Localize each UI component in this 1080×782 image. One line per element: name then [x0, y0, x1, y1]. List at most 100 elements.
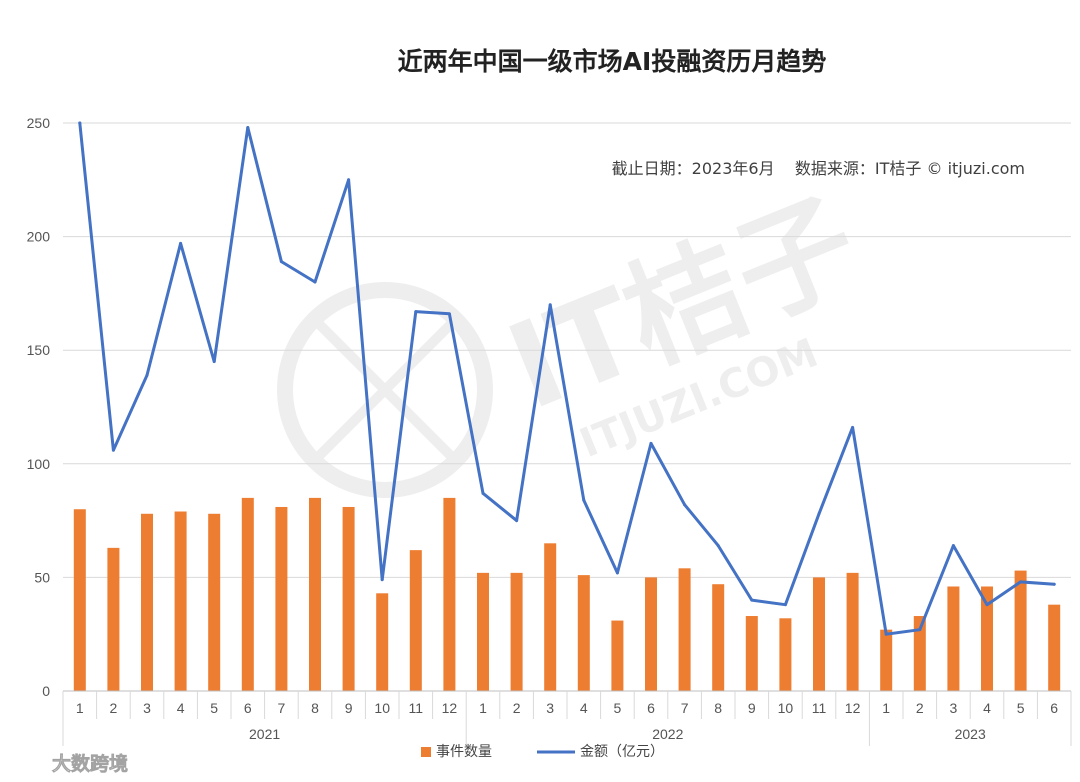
y-tick-label: 150 — [27, 342, 51, 358]
x-tick-label: 4 — [983, 700, 991, 716]
brand-badge: 大数跨境 — [7, 751, 128, 775]
line-point — [447, 312, 451, 316]
y-axis: 0 50 100 150 200 250 — [27, 115, 51, 699]
bar — [477, 572, 489, 691]
y-tick-label: 250 — [27, 115, 51, 131]
bar — [342, 506, 355, 691]
x-tick-label: 12 — [845, 700, 861, 716]
bar — [779, 618, 792, 691]
year-label: 2021 — [249, 726, 280, 742]
bar — [510, 572, 523, 691]
x-tick-label: 6 — [1050, 700, 1058, 716]
line-point — [615, 571, 619, 575]
y-tick-label: 100 — [27, 456, 51, 472]
line-point — [179, 241, 183, 245]
x-tick-label: 11 — [812, 700, 827, 716]
line-point — [716, 544, 720, 548]
bar — [678, 568, 691, 691]
bar — [846, 572, 859, 691]
x-axis: 1 2 3 4 5 6 7 8 9 10 11 12 1 2 3 4 5 6 7 8 9 10 11 12 1 2 3 4 5 62021… — [62, 690, 1072, 746]
watermark-logo-icon — [277, 282, 493, 498]
x-tick-label: 1 — [76, 700, 84, 716]
x-tick-label: 5 — [210, 700, 218, 716]
line-point — [750, 598, 754, 602]
bar — [241, 497, 254, 691]
x-tick-label: 2 — [110, 700, 118, 716]
line-point — [649, 441, 653, 445]
x-tick-label: 2 — [513, 700, 521, 716]
x-tick-label: 3 — [546, 700, 554, 716]
line-point — [783, 603, 787, 607]
x-tick-label: 9 — [748, 700, 756, 716]
line-point — [582, 498, 586, 502]
x-tick-label: 6 — [244, 700, 252, 716]
chat-bubbles-icon — [7, 751, 42, 772]
line-point — [246, 126, 250, 130]
bar — [645, 577, 657, 691]
legend-label-bar: 事件数量 — [436, 744, 492, 760]
line-point — [515, 519, 519, 523]
line-point — [212, 360, 216, 364]
year-label: 2022 — [652, 726, 683, 742]
bar — [1014, 570, 1027, 691]
y-tick-label: 200 — [27, 229, 51, 245]
x-tick-label: 8 — [714, 700, 722, 716]
x-tick-label: 8 — [311, 700, 319, 716]
year-label: 2023 — [955, 726, 986, 742]
y-tick-label: 50 — [34, 569, 50, 585]
x-tick-label: 7 — [278, 700, 286, 716]
bar — [913, 616, 926, 691]
x-tick-label: 12 — [442, 700, 458, 716]
line-point — [78, 121, 82, 125]
bar — [443, 497, 456, 691]
line-series — [78, 121, 1056, 636]
x-tick-label: 1 — [882, 700, 890, 716]
badge-text: 大数跨境 — [52, 752, 128, 775]
line-point — [884, 632, 888, 636]
x-tick-label: 5 — [614, 700, 622, 716]
x-tick-label: 10 — [374, 700, 390, 716]
bar — [174, 511, 187, 691]
bar — [981, 586, 993, 691]
x-tick-label: 11 — [409, 700, 424, 716]
x-tick-label: 5 — [1017, 700, 1025, 716]
legend-label-line: 金额（亿元） — [580, 744, 664, 760]
bar — [611, 620, 624, 691]
line-point — [918, 628, 922, 632]
gridlines — [63, 122, 1071, 578]
bar — [880, 629, 893, 691]
bar — [1048, 604, 1061, 691]
x-tick-label: 4 — [177, 700, 185, 716]
bar — [309, 497, 321, 691]
bar — [813, 577, 825, 691]
x-tick-label: 3 — [143, 700, 151, 716]
bar — [376, 593, 389, 691]
x-tick-label: 2 — [916, 700, 924, 716]
line-point — [313, 280, 317, 284]
series-line — [78, 121, 1056, 636]
x-tick-label: 3 — [950, 700, 958, 716]
bar — [745, 616, 758, 691]
line-point — [851, 425, 855, 429]
bar — [409, 550, 422, 691]
legend: 事件数量 金额（亿元） — [421, 744, 664, 760]
line-point — [683, 503, 687, 507]
line-point — [817, 512, 821, 516]
line-point — [548, 303, 552, 307]
x-tick-label: 10 — [778, 700, 794, 716]
bar — [208, 513, 221, 691]
bar — [107, 547, 120, 691]
source-note: 截止日期：2023年6月 数据来源：IT桔子 © itjuzi.com — [612, 159, 1025, 178]
bar — [577, 575, 590, 691]
line-point — [414, 310, 418, 314]
chart-title: 近两年中国一级市场AI投融资历月趋势 — [398, 47, 827, 76]
line-point — [951, 544, 955, 548]
line-point — [145, 373, 149, 377]
line-point — [347, 178, 351, 182]
line-point — [111, 448, 115, 452]
x-tick-label: 7 — [681, 700, 689, 716]
x-tick-label: 1 — [479, 700, 487, 716]
bar — [275, 506, 288, 691]
line-point — [1019, 580, 1023, 584]
